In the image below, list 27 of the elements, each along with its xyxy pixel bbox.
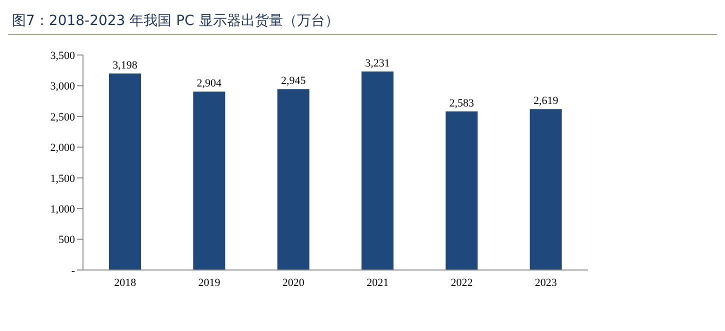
data-label: 3,231 — [365, 58, 390, 70]
y-tick-label: 3,000 — [50, 80, 76, 93]
x-tick-label: 2018 — [114, 276, 137, 289]
y-tick-label: - — [71, 264, 76, 277]
y-tick-label: 2,000 — [50, 142, 76, 154]
data-label: 2,583 — [449, 97, 475, 110]
x-tick-label: 2023 — [534, 276, 558, 289]
bar — [530, 109, 562, 270]
x-tick-label: 2019 — [198, 276, 221, 289]
x-tick-label: 2020 — [282, 276, 305, 289]
x-tick-label: 2021 — [366, 276, 389, 289]
bar — [362, 72, 394, 270]
bar — [109, 74, 141, 270]
y-tick-label: 2,500 — [50, 111, 76, 124]
data-label: 3,198 — [112, 60, 138, 72]
chart-title: 图7：2018-2023 年我国 PC 显示器出货量（万台） — [8, 8, 717, 35]
y-tick-label: 500 — [58, 234, 76, 246]
y-tick-label: 3,500 — [50, 50, 76, 62]
data-label: 2,945 — [280, 75, 306, 88]
data-label: 2,619 — [533, 95, 559, 108]
y-tick-label: 1,500 — [50, 172, 76, 185]
bar — [277, 89, 310, 270]
y-tick-label: 1,000 — [50, 203, 76, 216]
bar — [446, 111, 478, 270]
x-tick-label: 2022 — [450, 276, 473, 289]
data-label: 2,904 — [196, 78, 222, 90]
bar — [193, 92, 226, 270]
